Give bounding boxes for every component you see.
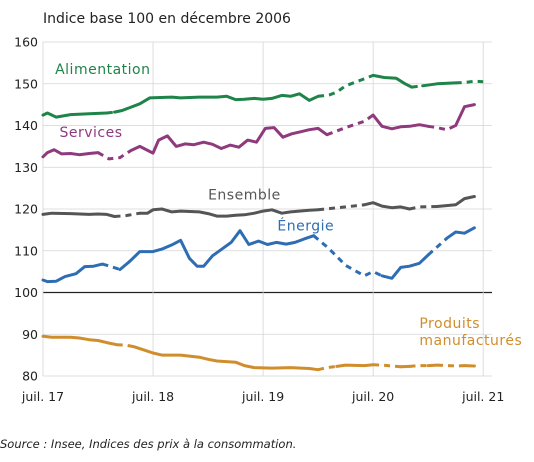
series-line-solid-3 xyxy=(118,229,316,271)
y-tick-label: 150 xyxy=(14,76,38,91)
series-label-line: Services xyxy=(60,125,123,141)
series-label: Alimentation xyxy=(55,62,150,78)
series-line-dashed-3 xyxy=(427,237,448,257)
series-label-line: manufacturés xyxy=(419,333,522,349)
series-label-line: Produits xyxy=(419,316,480,332)
y-tick-label: 120 xyxy=(14,202,38,217)
series-line-solid-1 xyxy=(129,126,329,155)
series-line-solid-2 xyxy=(435,195,476,208)
series-line-dashed-4 xyxy=(116,343,135,349)
series-line-solid-4 xyxy=(41,334,119,347)
y-tick-label: 90 xyxy=(22,327,38,342)
series-label: Services xyxy=(60,125,123,141)
series-line-dashed-0 xyxy=(455,79,484,85)
series-line-solid-3 xyxy=(41,262,104,284)
y-axis: 80 90 100 110 120 130 140 150 160 xyxy=(14,35,38,384)
x-tick-label: juil. 18 xyxy=(131,389,174,404)
series-line-solid-0 xyxy=(113,92,320,114)
series-line-solid-2 xyxy=(138,207,320,218)
line-chart: Indice base 100 en décembre 2006 80 90 100… xyxy=(14,11,522,404)
series-line-dashed-2 xyxy=(409,205,438,211)
series-line-solid-0 xyxy=(421,81,458,88)
series-line-dashed-4 xyxy=(409,364,429,368)
y-tick-label: 140 xyxy=(14,118,38,133)
y-tick-label: 100 xyxy=(14,285,38,300)
series-line-solid-0 xyxy=(371,73,414,89)
series-labels: Alimentation Services Ensemble Énergie Produ… xyxy=(55,62,522,349)
series-line-solid-4 xyxy=(132,345,320,372)
series-line-dashed-0 xyxy=(317,73,374,98)
series-label: Ensemble xyxy=(208,187,281,203)
y-tick-label: 110 xyxy=(14,243,38,258)
series-line-dashed-1 xyxy=(427,124,457,132)
series-line-dashed-1 xyxy=(97,149,132,161)
series-label: Énergie xyxy=(277,217,334,234)
series-line-solid-4 xyxy=(426,363,439,368)
x-tick-label: juil. 19 xyxy=(241,389,284,404)
series-line-dashed-0 xyxy=(411,84,423,89)
series-line-solid-2 xyxy=(362,201,411,211)
series-lines xyxy=(41,73,484,372)
series-line-dashed-3 xyxy=(101,262,121,271)
series-label: Produits manufacturés xyxy=(419,316,522,349)
series-line-dashed-4 xyxy=(373,363,401,369)
series-line-solid-1 xyxy=(454,103,476,127)
series-line-solid-3 xyxy=(445,226,476,240)
series-line-solid-3 xyxy=(380,253,430,280)
series-line-solid-1 xyxy=(371,113,430,131)
x-tick-label: juil. 21 xyxy=(461,389,504,404)
source-note: Source : Insee, Indices des prix à la co… xyxy=(0,437,297,451)
series-line-dashed-3 xyxy=(312,234,383,278)
y-tick-label: 80 xyxy=(22,369,38,384)
series-line-dashed-2 xyxy=(317,203,365,212)
series-label-line: Énergie xyxy=(277,217,334,234)
series-line-dashed-1 xyxy=(326,113,374,137)
series-line-dashed-4 xyxy=(436,363,465,368)
series-label-line: Alimentation xyxy=(55,62,150,78)
series-line-solid-1 xyxy=(41,148,100,159)
x-tick-label: juil. 17 xyxy=(21,389,64,404)
series-line-solid-4 xyxy=(335,363,375,368)
series-label-line: Ensemble xyxy=(208,187,281,203)
series-line-solid-2 xyxy=(41,211,116,218)
series-line-solid-0 xyxy=(41,111,109,119)
chart-title: Indice base 100 en décembre 2006 xyxy=(43,11,291,27)
series-line-dashed-2 xyxy=(114,211,141,218)
y-tick-label: 130 xyxy=(14,160,38,175)
x-tick-label: juil. 20 xyxy=(351,389,394,404)
series-line-dashed-4 xyxy=(317,364,337,372)
x-axis: juil. 17 juil. 18 juil. 19 juil. 20 juil. 21 xyxy=(21,389,504,404)
y-tick-label: 160 xyxy=(14,35,38,50)
